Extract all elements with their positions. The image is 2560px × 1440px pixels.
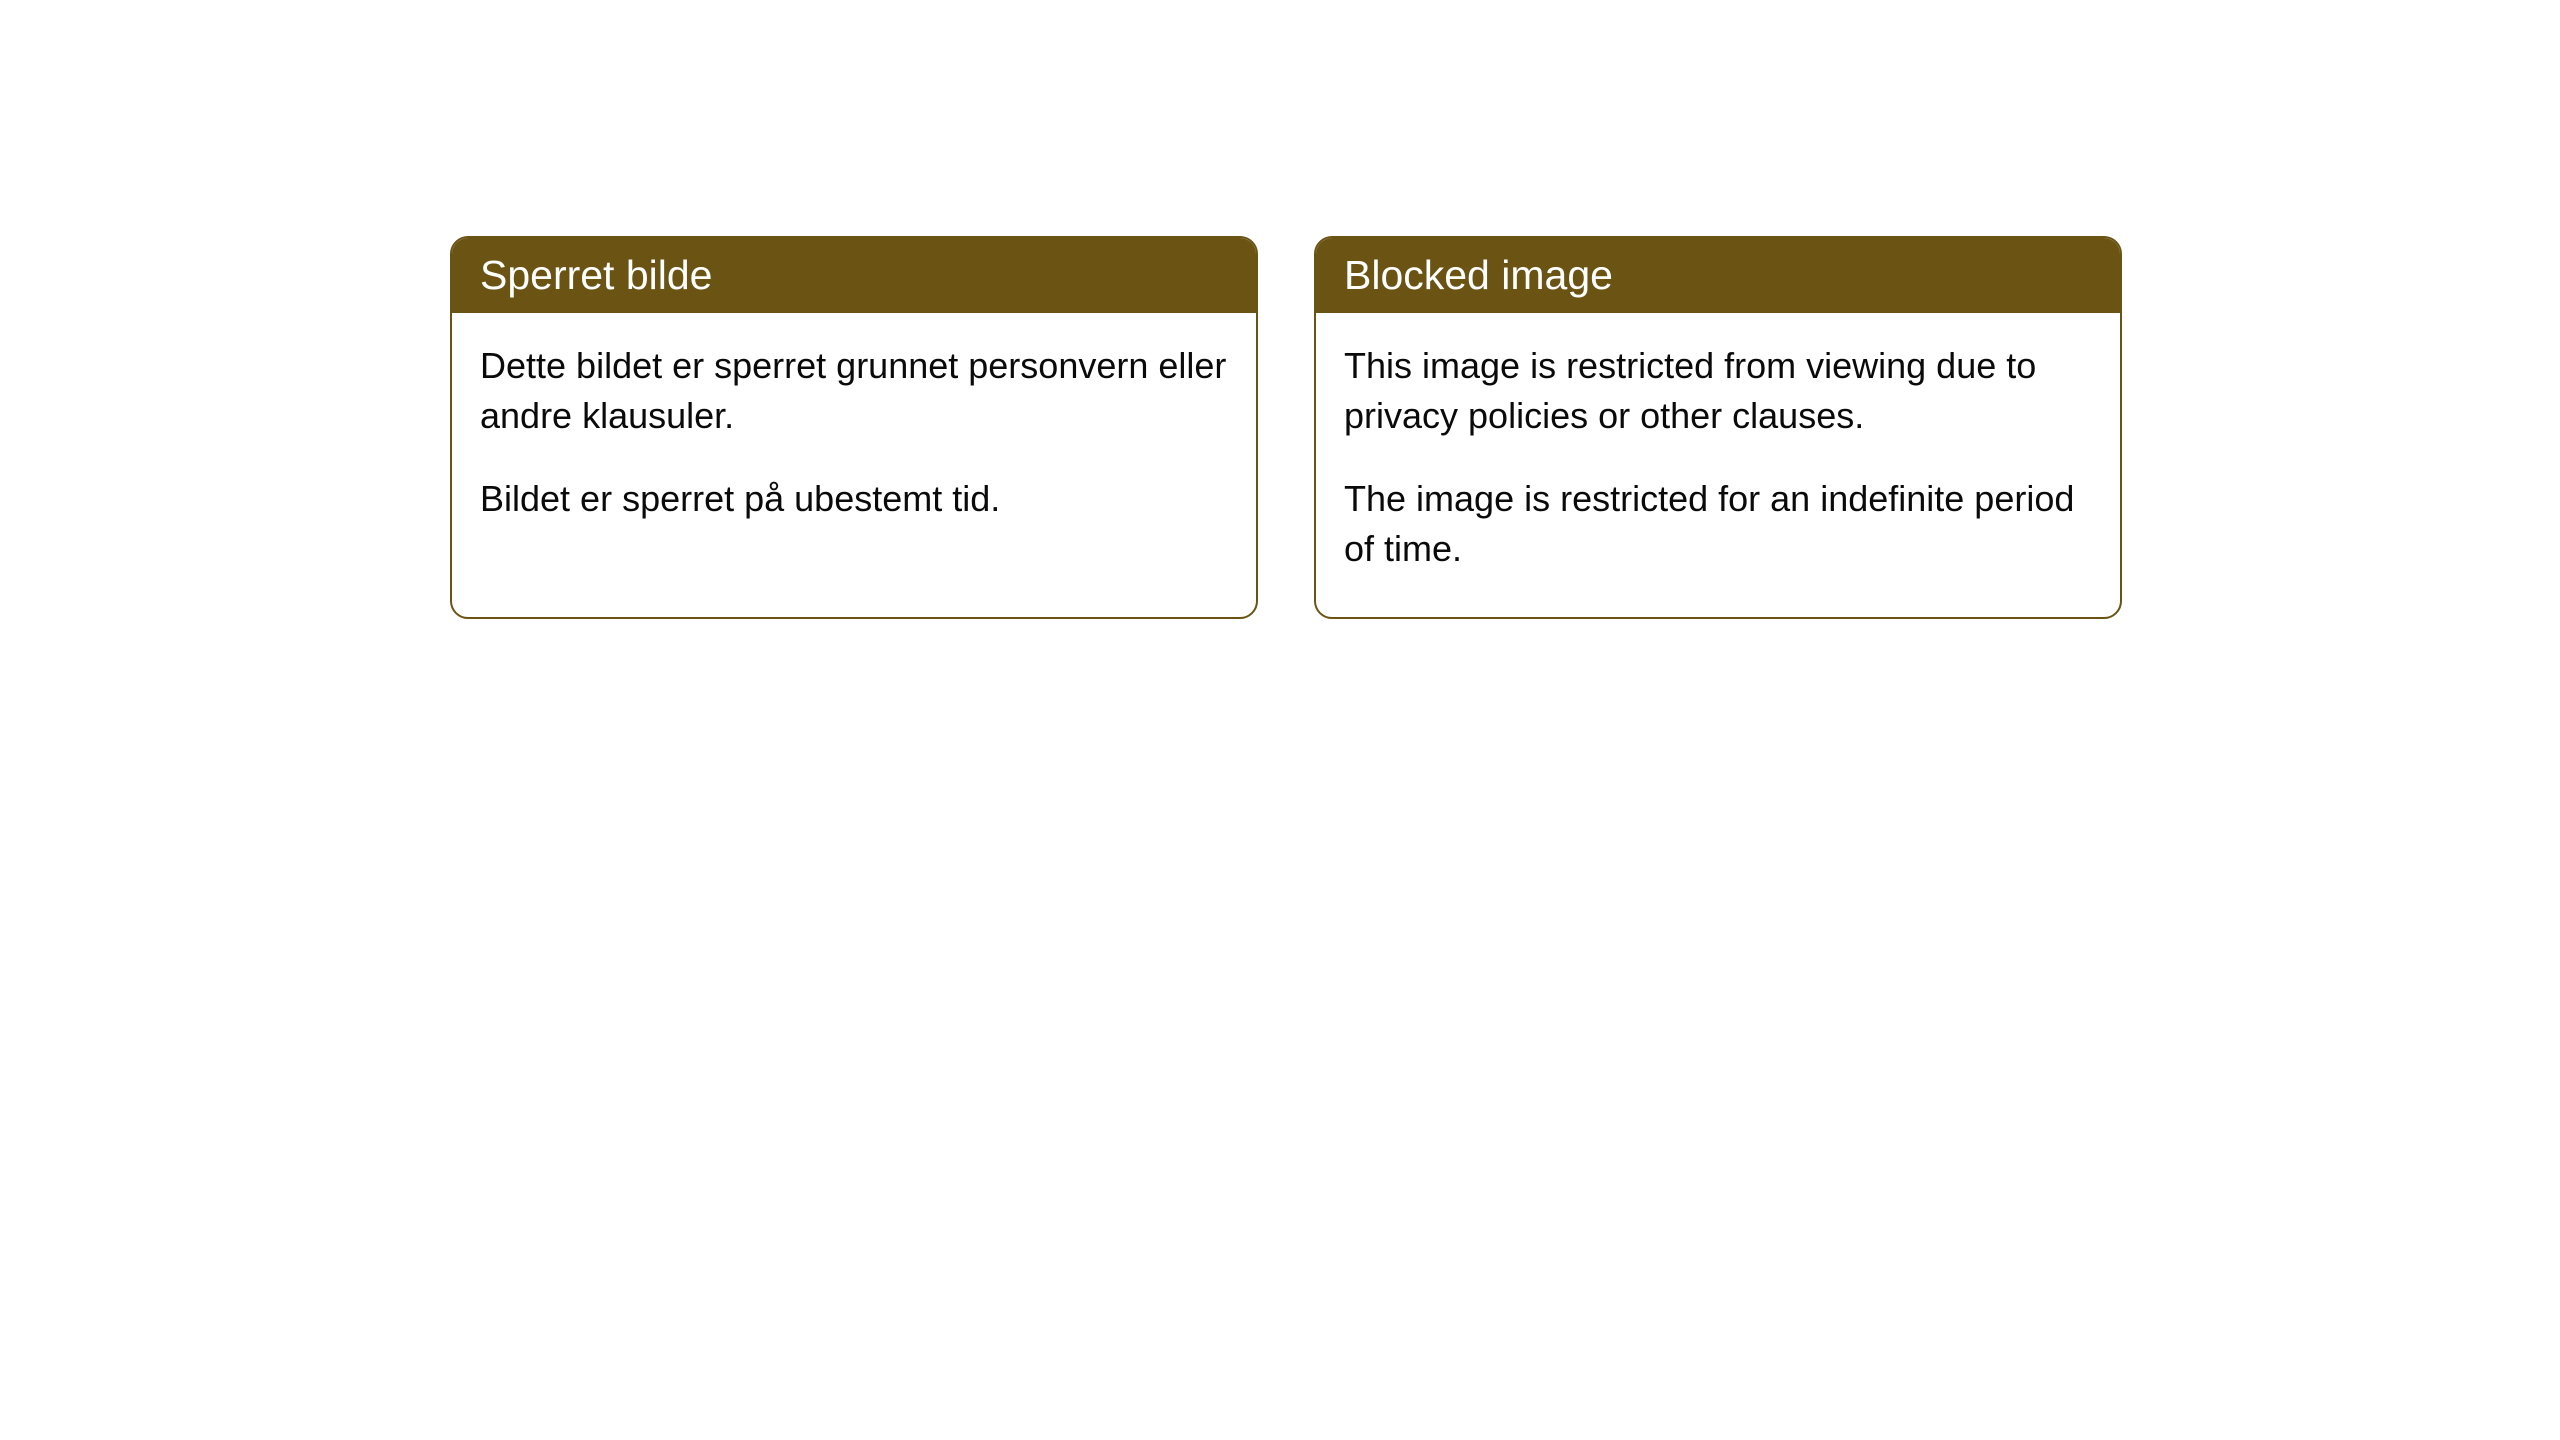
card-para2-no: Bildet er sperret på ubestemt tid. [480,474,1228,524]
notice-container: Sperret bilde Dette bildet er sperret gr… [0,0,2560,619]
card-body-en: This image is restricted from viewing du… [1316,313,2120,617]
blocked-image-card-en: Blocked image This image is restricted f… [1314,236,2122,619]
card-title-no: Sperret bilde [480,252,712,298]
card-para1-en: This image is restricted from viewing du… [1344,341,2092,442]
card-para2-en: The image is restricted for an indefinit… [1344,474,2092,575]
card-title-en: Blocked image [1344,252,1613,298]
blocked-image-card-no: Sperret bilde Dette bildet er sperret gr… [450,236,1258,619]
card-body-no: Dette bildet er sperret grunnet personve… [452,313,1256,566]
card-para1-no: Dette bildet er sperret grunnet personve… [480,341,1228,442]
card-header-en: Blocked image [1316,238,2120,313]
card-header-no: Sperret bilde [452,238,1256,313]
